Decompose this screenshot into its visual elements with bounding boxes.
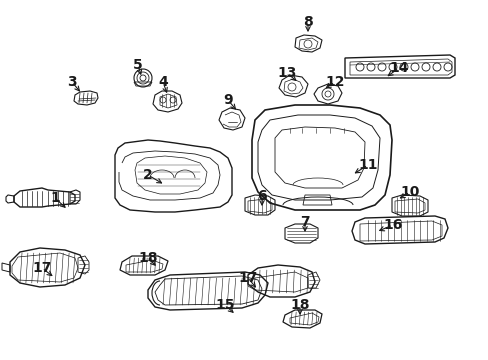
- Text: 12: 12: [325, 75, 344, 89]
- Text: 5: 5: [133, 58, 142, 72]
- Text: 1: 1: [50, 191, 60, 205]
- Text: 18: 18: [138, 251, 158, 265]
- Text: 9: 9: [223, 93, 232, 107]
- Text: 6: 6: [257, 189, 266, 203]
- Text: 18: 18: [290, 298, 309, 312]
- Text: 13: 13: [277, 66, 296, 80]
- Text: 3: 3: [67, 75, 77, 89]
- Text: 2: 2: [143, 168, 153, 182]
- Text: 17: 17: [238, 271, 257, 285]
- Text: 10: 10: [400, 185, 419, 199]
- Text: 4: 4: [158, 75, 167, 89]
- Text: 16: 16: [383, 218, 402, 232]
- Text: 8: 8: [303, 15, 312, 29]
- Text: 15: 15: [215, 298, 234, 312]
- Text: 11: 11: [358, 158, 377, 172]
- Text: 7: 7: [300, 215, 309, 229]
- Text: 14: 14: [388, 61, 408, 75]
- Text: 17: 17: [32, 261, 52, 275]
